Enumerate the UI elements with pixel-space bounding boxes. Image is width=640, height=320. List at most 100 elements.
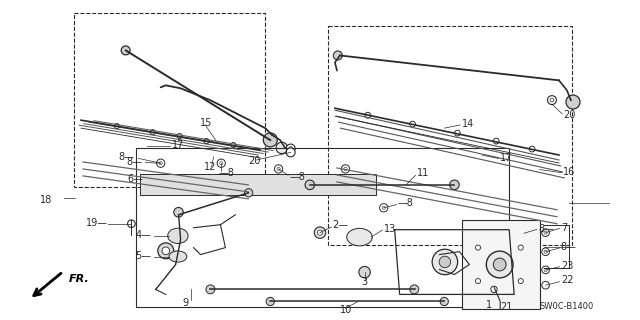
- Circle shape: [450, 180, 460, 190]
- Circle shape: [204, 139, 209, 144]
- Circle shape: [173, 207, 183, 217]
- Text: 4—: 4—: [135, 230, 151, 240]
- Circle shape: [410, 121, 415, 127]
- Text: 10: 10: [340, 305, 353, 315]
- Text: 21: 21: [500, 301, 513, 312]
- Text: —8: —8: [289, 172, 305, 181]
- Text: 18: 18: [40, 195, 52, 205]
- Bar: [462, 220, 540, 309]
- Circle shape: [454, 130, 460, 136]
- Circle shape: [206, 285, 215, 294]
- Circle shape: [544, 231, 547, 234]
- Circle shape: [547, 96, 556, 105]
- Circle shape: [317, 230, 323, 235]
- Text: FR.: FR.: [69, 275, 90, 284]
- Text: 17: 17: [500, 153, 512, 163]
- Circle shape: [177, 133, 182, 139]
- Circle shape: [157, 159, 165, 167]
- Text: 20: 20: [563, 110, 576, 120]
- Ellipse shape: [168, 228, 188, 244]
- Text: 13: 13: [384, 223, 396, 234]
- Circle shape: [476, 278, 481, 284]
- Circle shape: [439, 256, 451, 268]
- Circle shape: [150, 130, 156, 135]
- Circle shape: [231, 142, 236, 148]
- Circle shape: [333, 51, 342, 60]
- Bar: [74, 13, 265, 187]
- Ellipse shape: [347, 228, 372, 246]
- Circle shape: [541, 229, 549, 236]
- Circle shape: [263, 133, 277, 147]
- Circle shape: [550, 98, 554, 102]
- Circle shape: [158, 243, 173, 259]
- Text: 6—: 6—: [127, 174, 143, 184]
- Text: 11: 11: [417, 168, 429, 178]
- Ellipse shape: [169, 251, 187, 262]
- Circle shape: [432, 249, 458, 275]
- Circle shape: [518, 278, 524, 284]
- Circle shape: [522, 232, 525, 235]
- Text: 22: 22: [561, 276, 573, 285]
- Text: 8—: 8—: [118, 152, 134, 163]
- Circle shape: [220, 162, 223, 165]
- Text: 1: 1: [486, 300, 492, 310]
- Circle shape: [566, 95, 580, 109]
- Circle shape: [476, 245, 481, 250]
- Circle shape: [286, 144, 295, 153]
- Circle shape: [380, 204, 388, 212]
- Circle shape: [217, 159, 225, 167]
- Circle shape: [277, 167, 280, 171]
- Circle shape: [440, 297, 449, 306]
- Circle shape: [544, 250, 547, 253]
- Circle shape: [541, 248, 549, 256]
- Circle shape: [127, 220, 135, 228]
- Circle shape: [382, 206, 385, 209]
- Text: 20: 20: [248, 156, 261, 166]
- Circle shape: [305, 180, 315, 190]
- Text: 16: 16: [563, 167, 575, 177]
- Text: 8—: 8—: [561, 242, 577, 252]
- Circle shape: [159, 162, 163, 165]
- Circle shape: [486, 251, 513, 278]
- Circle shape: [365, 112, 371, 118]
- Circle shape: [289, 147, 292, 150]
- Circle shape: [286, 148, 295, 157]
- Text: 19—: 19—: [86, 218, 108, 228]
- Text: 3: 3: [362, 277, 367, 287]
- Circle shape: [266, 297, 275, 306]
- Text: —8: —8: [397, 198, 413, 208]
- Circle shape: [541, 266, 549, 274]
- Circle shape: [115, 124, 120, 129]
- Text: 12: 12: [204, 162, 216, 172]
- Circle shape: [121, 46, 130, 55]
- Text: 2—: 2—: [333, 220, 349, 230]
- Circle shape: [276, 142, 287, 154]
- Circle shape: [493, 258, 506, 271]
- Text: 23: 23: [561, 261, 573, 271]
- Circle shape: [314, 227, 326, 238]
- Circle shape: [359, 267, 371, 278]
- Text: 8—: 8—: [538, 223, 554, 234]
- Text: 8—: 8—: [126, 157, 142, 167]
- Text: 7: 7: [561, 222, 567, 233]
- Bar: [328, 26, 572, 244]
- Text: 15: 15: [200, 118, 212, 128]
- Bar: [140, 174, 376, 195]
- Text: 5—: 5—: [135, 251, 151, 261]
- Circle shape: [544, 268, 547, 271]
- Circle shape: [529, 146, 535, 152]
- Circle shape: [491, 286, 497, 292]
- Circle shape: [275, 165, 283, 173]
- Text: 9: 9: [182, 298, 189, 308]
- Bar: [136, 148, 509, 307]
- Text: —8: —8: [218, 168, 234, 178]
- Circle shape: [344, 167, 347, 171]
- Circle shape: [518, 245, 524, 250]
- Circle shape: [410, 285, 419, 294]
- Circle shape: [162, 247, 170, 255]
- Text: 14: 14: [461, 119, 474, 129]
- Circle shape: [244, 189, 253, 197]
- Text: 17: 17: [172, 140, 184, 150]
- Circle shape: [520, 229, 528, 237]
- Circle shape: [541, 281, 549, 289]
